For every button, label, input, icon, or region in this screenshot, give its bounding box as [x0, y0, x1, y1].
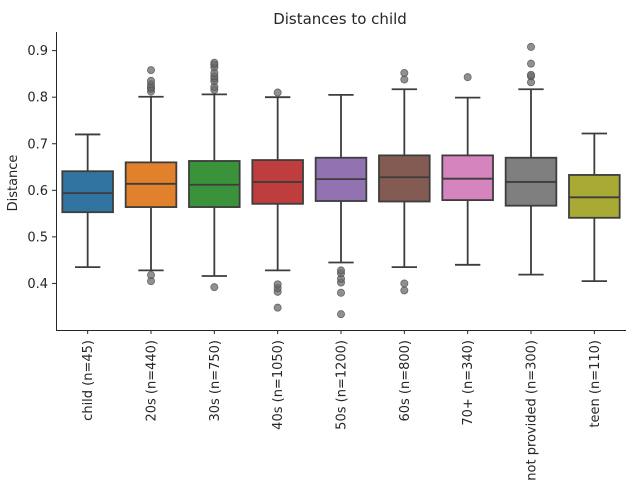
box-iqr [568, 174, 621, 219]
x-tick-label: child (n=45) [81, 340, 96, 421]
outlier-point [336, 310, 345, 319]
outlier-point [400, 68, 409, 77]
box-group [568, 132, 621, 283]
y-axis-label: Distance [6, 155, 21, 212]
outlier-point [527, 42, 536, 51]
outlier-point [463, 73, 472, 82]
y-tick-label: 0.7 [27, 137, 48, 152]
outlier-point [273, 280, 282, 289]
boxes [61, 42, 621, 319]
outlier-point [400, 279, 409, 288]
outlier-point [527, 59, 536, 68]
outlier-point [146, 76, 155, 85]
y-tick-label: 0.9 [27, 44, 48, 59]
box-group [124, 66, 178, 286]
outlier-point [146, 271, 155, 280]
outlier-point [527, 70, 536, 79]
x-tick-label: 50s (n=1200) [335, 340, 350, 430]
outlier-point [273, 303, 282, 312]
box-group [61, 133, 114, 269]
y-tick-label: 0.6 [27, 184, 48, 199]
outlier-point [210, 283, 219, 292]
x-tick-label: 30s (n=750) [208, 340, 223, 422]
outlier-point [336, 266, 345, 275]
x-tick-label: 40s (n=1050) [271, 340, 286, 430]
box-iqr [124, 161, 178, 208]
outlier-point [210, 58, 219, 67]
box-iqr [441, 154, 494, 201]
y-tick-label: 0.5 [27, 230, 48, 245]
box-iqr [61, 170, 114, 214]
x-tick-label: 60s (n=800) [398, 340, 413, 422]
box-group [188, 58, 241, 292]
box-group [314, 93, 368, 319]
x-tick-label: not provided (n=300) [525, 340, 540, 480]
x-axis-ticks: child (n=45) 20s (n=440) 30s (n=750) 40s (n… [81, 330, 603, 480]
outlier-point [400, 286, 409, 295]
y-tick-label: 0.4 [27, 277, 48, 292]
x-tick-label: teen (n=110) [588, 340, 603, 428]
y-tick-label: 0.8 [27, 91, 48, 106]
box-group [504, 42, 558, 276]
box-iqr [378, 154, 431, 203]
box-group [251, 88, 304, 312]
outlier-point [146, 66, 155, 75]
outlier-point [336, 288, 345, 297]
x-tick-label: 20s (n=440) [145, 340, 160, 422]
y-axis-ticks: 0.4 0.5 0.6 0.7 0.8 0.9 [27, 44, 56, 292]
chart-title: Distances to child [273, 10, 407, 28]
x-tick-label: 70+ (n=340) [461, 340, 476, 426]
outlier-point [273, 88, 282, 97]
box-group [441, 73, 494, 266]
box-group [378, 68, 431, 295]
